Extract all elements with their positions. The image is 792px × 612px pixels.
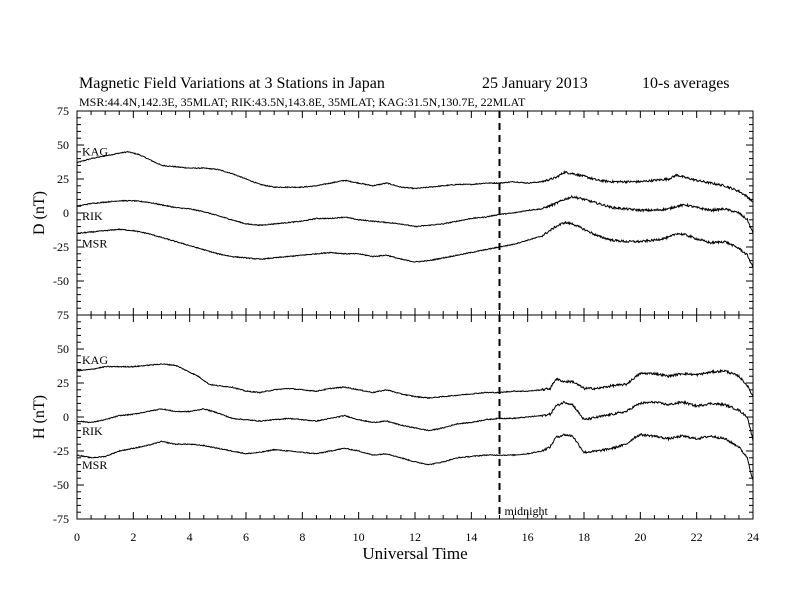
xtick-label: 0 <box>74 530 80 544</box>
series-label-msr: MSR <box>82 236 107 250</box>
ytick-label: -50 <box>53 478 69 492</box>
series-label-msr: MSR <box>82 458 107 472</box>
panel-D: -50 -25 0 25 50 75 D (nT) KAG RIK MSR <box>31 104 754 316</box>
series-rik-line <box>76 194 754 234</box>
ytick-label: -75 <box>53 512 69 526</box>
xtick-label: 24 <box>747 530 759 544</box>
xtick-label: 22 <box>691 530 703 544</box>
ytick-label: -50 <box>53 274 69 288</box>
panel-frame <box>76 314 754 520</box>
xtick-label: 4 <box>187 530 193 544</box>
ytick-label: 50 <box>57 138 69 152</box>
xtick-label: 20 <box>634 530 646 544</box>
chart-header: Magnetic Field Variations at 3 Stations … <box>79 75 730 109</box>
ytick-label: 50 <box>57 342 69 356</box>
series-label-rik: RIK <box>82 209 103 223</box>
midnight-label: midnight <box>505 504 549 518</box>
xtick-label: 2 <box>130 530 136 544</box>
xtick-label: 14 <box>465 530 477 544</box>
series-label-kag: KAG <box>82 353 108 367</box>
xtick-label: 12 <box>409 530 421 544</box>
ytick-label: 0 <box>63 206 69 220</box>
y-axis-label: D (nT) <box>31 191 48 235</box>
series-kag-line <box>76 150 754 203</box>
x-axis-label: Universal Time <box>362 544 467 563</box>
ytick-label: -25 <box>53 444 69 458</box>
xtick-label: 10 <box>353 530 365 544</box>
stations-info: MSR:44.4N,142.3E, 35MLAT; RIK:43.5N,143.… <box>79 95 526 109</box>
series-label-rik: RIK <box>82 424 103 438</box>
xtick-label: 16 <box>522 530 534 544</box>
xtick-label: 8 <box>299 530 305 544</box>
series-label-kag: KAG <box>82 145 108 159</box>
series-rik-line <box>76 400 754 442</box>
xtick-label: 6 <box>243 530 249 544</box>
panel-frame <box>76 110 754 316</box>
chart-averaging: 10-s averages <box>642 75 730 92</box>
ytick-label: 25 <box>57 172 69 186</box>
series-kag-line <box>76 363 754 400</box>
series-msr-line <box>76 433 754 481</box>
xtick-label: 18 <box>578 530 590 544</box>
ytick-label: 75 <box>57 308 69 322</box>
chart-title: Magnetic Field Variations at 3 Stations … <box>79 75 385 92</box>
series-msr-line <box>76 220 754 268</box>
ytick-label: 25 <box>57 376 69 390</box>
ytick-label: 0 <box>63 410 69 424</box>
chart-date: 25 January 2013 <box>482 75 588 92</box>
ytick-label: -25 <box>53 240 69 254</box>
ytick-label: 75 <box>57 104 69 118</box>
y-axis-label: H (nT) <box>31 395 48 439</box>
